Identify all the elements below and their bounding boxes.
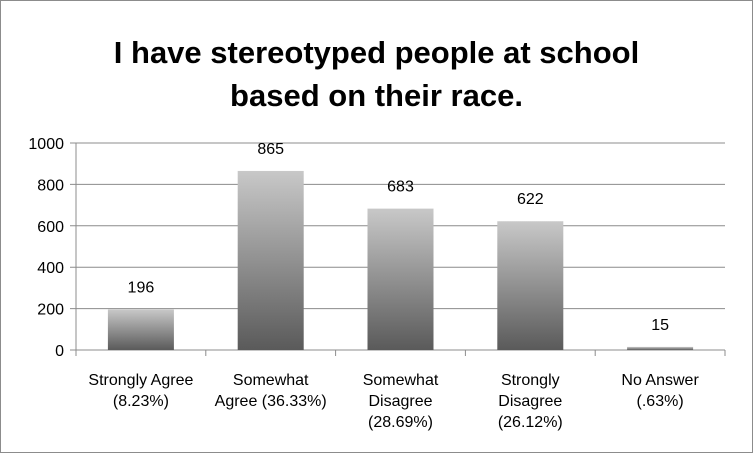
x-category-label-line: (26.12%)	[498, 414, 563, 431]
labels: 0 200 400 600 800 1000 196 Strongly Agree (8.23%…	[28, 136, 699, 431]
y-tick-label: 600	[37, 219, 64, 236]
bar-2	[237, 170, 304, 350]
x-category-label-line: Disagree	[368, 393, 432, 410]
y-tick-label: 800	[37, 177, 64, 194]
data-label: 865	[257, 141, 284, 158]
x-category-label-line: Strongly	[501, 372, 560, 389]
x-category-label-line: Somewhat	[233, 372, 309, 389]
x-category-label-line: (28.69%)	[368, 414, 433, 431]
x-category-label: Strongly Disagree (26.12%)	[498, 372, 563, 431]
data-label: 622	[517, 191, 544, 208]
data-label: 683	[387, 179, 414, 196]
data-label: 15	[651, 317, 669, 334]
x-category-label: Strongly Agree (8.23%)	[88, 372, 193, 410]
bar-5	[627, 346, 694, 350]
bar-4	[497, 221, 564, 350]
x-category-label: Somewhat Disagree (28.69%)	[363, 372, 439, 431]
x-category-label-line: No Answer	[621, 372, 699, 389]
y-tick-label: 1000	[28, 136, 64, 153]
x-category-label-line: Somewhat	[363, 372, 439, 389]
bar-3	[367, 208, 434, 350]
x-category-label-line: Disagree	[498, 393, 562, 410]
y-tick-label: 0	[55, 343, 64, 360]
bars	[107, 170, 694, 350]
chart-title: I have stereotyped people at school base…	[113, 35, 640, 113]
x-category-label-line: Agree (36.33%)	[215, 393, 327, 410]
x-category-label-line: (8.23%)	[113, 393, 169, 410]
x-category-label: Somewhat Agree (36.33%)	[215, 372, 327, 410]
y-tick-label: 400	[37, 260, 64, 277]
data-label: 196	[128, 279, 155, 296]
x-category-label-line: Strongly Agree	[88, 372, 193, 389]
bar-1	[107, 309, 174, 350]
x-category-label: No Answer (.63%)	[621, 372, 699, 410]
x-category-label-line: (.63%)	[637, 393, 684, 410]
y-tick-label: 200	[37, 302, 64, 319]
